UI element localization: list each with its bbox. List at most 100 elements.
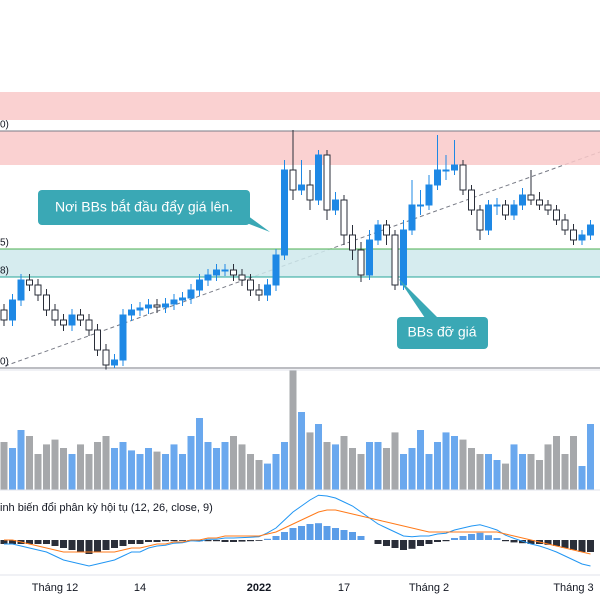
candle-body bbox=[60, 319, 67, 326]
candle-body bbox=[323, 154, 331, 211]
candle-body bbox=[536, 199, 543, 206]
volume-bar bbox=[230, 436, 237, 490]
volume-bar bbox=[289, 370, 297, 490]
macd-histogram bbox=[349, 532, 356, 540]
macd-histogram bbox=[153, 540, 161, 542]
level-label: 8) bbox=[0, 266, 9, 277]
volume-bar bbox=[323, 442, 331, 490]
macd-histogram bbox=[357, 536, 365, 540]
volume-bar bbox=[510, 444, 518, 490]
macd-histogram bbox=[434, 540, 441, 542]
candle-body bbox=[264, 284, 271, 296]
macd-histogram bbox=[0, 540, 8, 544]
candle-body bbox=[281, 169, 288, 256]
macd-histogram bbox=[408, 540, 416, 549]
candle-body bbox=[468, 189, 475, 211]
volume-bar bbox=[281, 442, 288, 490]
volume-bar bbox=[476, 454, 484, 490]
macd-histogram bbox=[391, 540, 399, 548]
volume-bar bbox=[366, 442, 373, 490]
macd-histogram bbox=[60, 540, 67, 548]
macd-histogram bbox=[323, 526, 331, 540]
volume-bar bbox=[0, 442, 8, 490]
candle-body bbox=[570, 229, 577, 241]
macd-histogram bbox=[476, 532, 484, 540]
macd-histogram bbox=[111, 540, 118, 548]
volume-bar bbox=[417, 430, 424, 490]
macd-histogram bbox=[230, 540, 237, 542]
callout-text: BBs đỡ giá bbox=[407, 324, 476, 340]
macd-histogram bbox=[85, 540, 93, 554]
volume-bar bbox=[9, 448, 16, 490]
volume-bar bbox=[357, 454, 365, 490]
candle-body bbox=[417, 204, 424, 207]
volume-bar bbox=[111, 448, 118, 490]
volume-bar bbox=[26, 436, 33, 490]
macd-histogram bbox=[289, 528, 297, 540]
volume-bar bbox=[162, 454, 169, 490]
volume-bar bbox=[153, 451, 161, 490]
candle-body bbox=[179, 297, 186, 301]
volume-bar bbox=[587, 424, 594, 490]
candle-body bbox=[17, 279, 25, 301]
callout-text: Nơi BBs bắt đầu đẩy giá lên. bbox=[55, 199, 233, 215]
volume-bar bbox=[527, 454, 535, 490]
macd-histogram bbox=[587, 540, 594, 552]
volume-bar bbox=[221, 442, 229, 490]
candle-body bbox=[459, 164, 467, 191]
callout-box bbox=[397, 317, 488, 349]
macd-histogram bbox=[238, 540, 246, 542]
candle-body bbox=[238, 274, 246, 281]
volume-bar bbox=[196, 418, 203, 490]
volume-bar bbox=[298, 412, 305, 490]
candle-body bbox=[9, 299, 16, 321]
macd-histogram bbox=[9, 540, 16, 544]
candle-body bbox=[485, 204, 492, 231]
volume-bar bbox=[85, 454, 93, 490]
volume-bar bbox=[570, 436, 577, 490]
volume-bar bbox=[306, 432, 314, 490]
x-tick-label: Tháng 2 bbox=[409, 582, 449, 594]
macd-histogram bbox=[68, 540, 76, 550]
volume-bar bbox=[204, 442, 212, 490]
volume-bar bbox=[451, 436, 458, 490]
macd-histogram bbox=[145, 540, 152, 542]
macd-histogram bbox=[553, 540, 560, 546]
volume-bar bbox=[34, 454, 42, 490]
volume-bar bbox=[349, 448, 356, 490]
candle-body bbox=[391, 234, 399, 286]
macd-histogram bbox=[544, 540, 552, 545]
candle-body bbox=[425, 184, 433, 206]
candle-body bbox=[383, 224, 390, 236]
candle-body bbox=[136, 307, 144, 311]
candle-body bbox=[221, 269, 229, 272]
volume-bar bbox=[561, 454, 569, 490]
candle-body bbox=[306, 184, 314, 201]
macd-histogram bbox=[485, 535, 492, 540]
macd-histogram bbox=[468, 534, 475, 540]
x-tick-label: Tháng 3 bbox=[553, 582, 593, 594]
macd-histogram bbox=[451, 538, 458, 540]
volume-bar bbox=[77, 444, 84, 490]
candle-body bbox=[230, 269, 237, 276]
volume-bar bbox=[493, 460, 501, 490]
candle-body bbox=[0, 309, 8, 321]
macd-histogram bbox=[26, 540, 33, 544]
volume-bar bbox=[102, 436, 110, 490]
volume-bar bbox=[264, 463, 271, 490]
macd-histogram bbox=[510, 540, 518, 543]
volume-bar bbox=[544, 444, 552, 490]
candle-body bbox=[366, 239, 373, 276]
macd-histogram bbox=[179, 540, 186, 541]
macd-histogram bbox=[340, 530, 348, 540]
volume-bar bbox=[17, 430, 25, 490]
macd-histogram bbox=[51, 540, 59, 546]
volume-bar bbox=[43, 444, 50, 490]
candle-body bbox=[85, 319, 93, 331]
macd-histogram bbox=[281, 532, 288, 540]
candle-body bbox=[519, 194, 526, 206]
candle-body bbox=[561, 219, 569, 231]
volume-bar bbox=[434, 442, 441, 490]
macd-histogram bbox=[527, 540, 535, 544]
